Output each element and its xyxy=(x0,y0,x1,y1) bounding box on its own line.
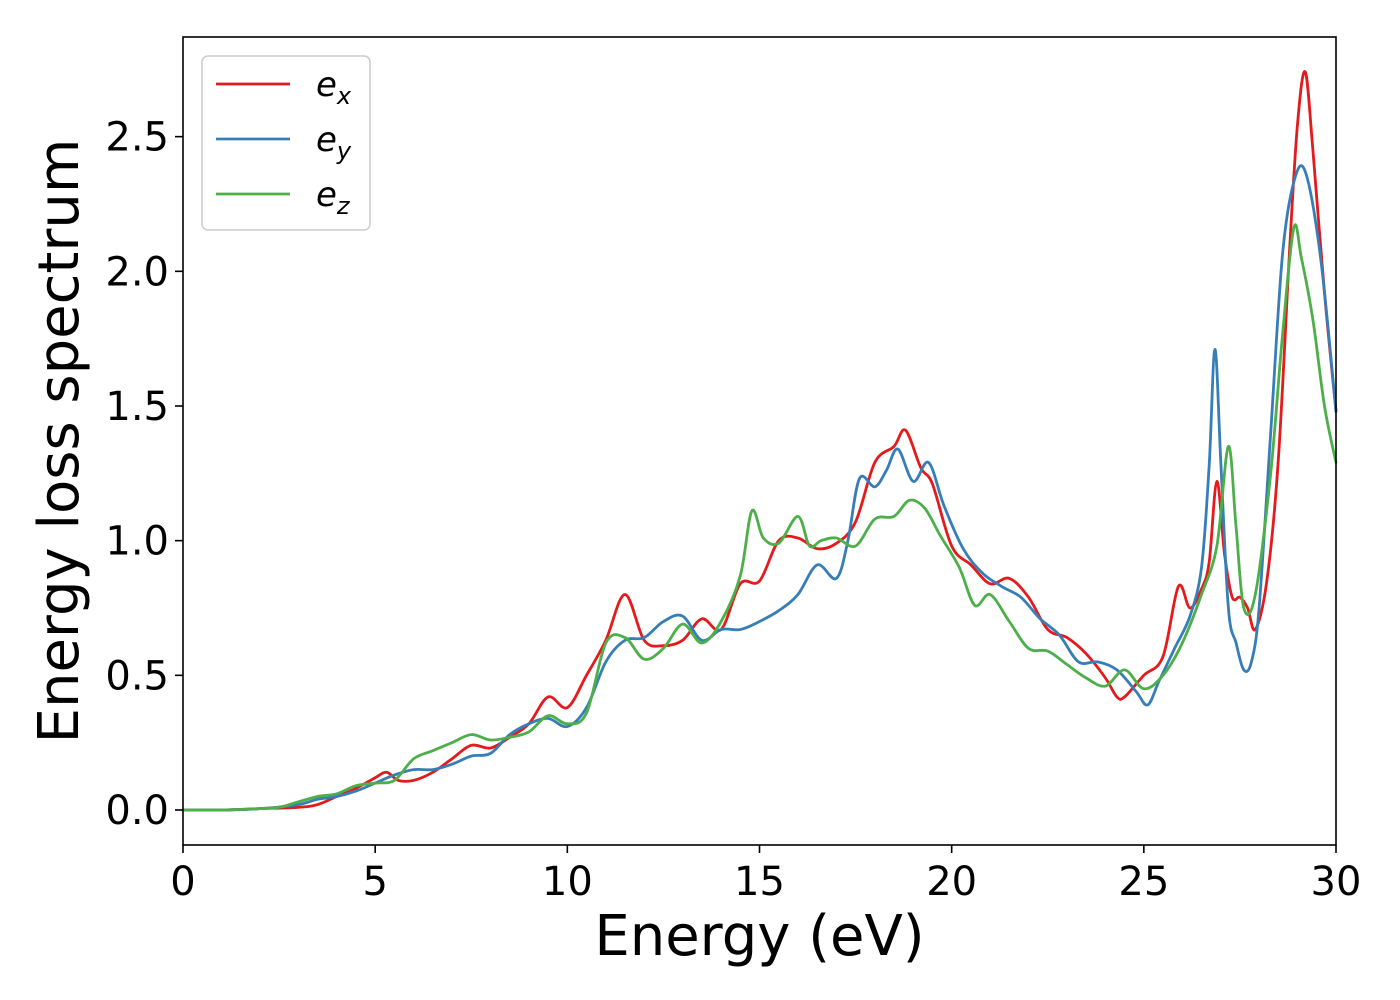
legend: ex ey ez xyxy=(201,55,371,231)
y-axis: 0.0 0.5 1.0 1.5 2.0 2.5 xyxy=(105,115,183,834)
x-tick-label: 0 xyxy=(170,859,195,905)
series-line-y xyxy=(181,164,1338,812)
x-tick-label: 15 xyxy=(734,859,785,905)
y-tick-label: 0.0 xyxy=(105,788,169,834)
legend-label-x: ex xyxy=(316,65,352,110)
y-tick-label: 2.5 xyxy=(105,115,169,161)
y-tick-label: 0.5 xyxy=(105,653,169,699)
y-tick-label: 2.0 xyxy=(105,249,169,295)
x-axis: 0 5 10 15 20 25 30 xyxy=(170,845,1361,905)
x-tick-label: 10 xyxy=(542,859,593,905)
series-layer xyxy=(181,70,1338,812)
legend-box xyxy=(201,55,371,231)
legend-label-z: ez xyxy=(316,175,351,220)
series-line-z xyxy=(181,223,1338,812)
y-tick-label: 1.5 xyxy=(105,384,169,430)
x-tick-label: 25 xyxy=(1118,859,1169,905)
y-axis-title: Energy loss spectrum xyxy=(27,139,92,744)
x-tick-label: 20 xyxy=(926,859,977,905)
plot-background xyxy=(183,37,1336,845)
legend-label-y: ey xyxy=(316,120,352,165)
x-axis-title: Energy (eV) xyxy=(594,904,924,969)
y-tick-label: 1.0 xyxy=(105,519,169,565)
x-tick-label: 5 xyxy=(362,859,387,905)
x-tick-label: 30 xyxy=(1311,859,1362,905)
